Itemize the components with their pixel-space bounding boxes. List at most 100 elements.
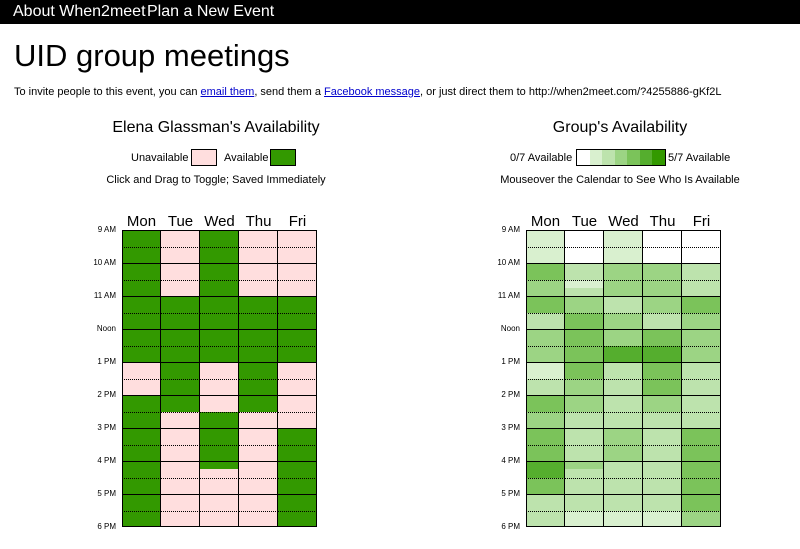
my-time-slot[interactable]	[278, 254, 317, 263]
my-time-slot[interactable]	[122, 395, 161, 404]
group-time-slot[interactable]	[643, 477, 682, 486]
my-time-slot[interactable]	[200, 386, 239, 395]
my-time-slot[interactable]	[239, 362, 278, 371]
group-time-slot[interactable]	[604, 337, 643, 346]
my-time-slot[interactable]	[239, 279, 278, 288]
group-time-slot[interactable]	[604, 502, 643, 511]
my-time-slot[interactable]	[278, 461, 317, 470]
my-time-slot[interactable]	[122, 461, 161, 470]
group-time-slot[interactable]	[643, 395, 682, 404]
my-time-slot[interactable]	[278, 485, 317, 494]
my-time-slot[interactable]	[239, 395, 278, 404]
group-time-slot[interactable]	[643, 287, 682, 296]
my-time-slot[interactable]	[161, 287, 200, 296]
group-time-slot[interactable]	[526, 518, 565, 527]
group-time-slot[interactable]	[643, 444, 682, 453]
group-time-slot[interactable]	[682, 386, 721, 395]
group-time-slot[interactable]	[604, 345, 643, 354]
my-time-slot[interactable]	[278, 353, 317, 362]
group-time-slot[interactable]	[682, 362, 721, 371]
my-time-slot[interactable]	[200, 353, 239, 362]
my-time-slot[interactable]	[122, 337, 161, 346]
group-time-slot[interactable]	[643, 362, 682, 371]
my-time-slot[interactable]	[161, 337, 200, 346]
my-time-slot[interactable]	[239, 271, 278, 280]
group-time-slot[interactable]	[565, 263, 604, 272]
my-time-slot[interactable]	[278, 444, 317, 453]
group-time-slot[interactable]	[682, 510, 721, 519]
my-time-slot[interactable]	[122, 263, 161, 272]
my-time-slot[interactable]	[239, 337, 278, 346]
my-time-slot[interactable]	[122, 477, 161, 486]
group-time-slot[interactable]	[682, 238, 721, 247]
my-time-slot[interactable]	[239, 477, 278, 486]
my-time-slot[interactable]	[200, 329, 239, 338]
my-time-slot[interactable]	[239, 510, 278, 519]
group-time-slot[interactable]	[643, 494, 682, 503]
group-time-slot[interactable]	[604, 419, 643, 428]
my-time-slot[interactable]	[161, 444, 200, 453]
group-time-slot[interactable]	[604, 312, 643, 321]
my-time-slot[interactable]	[278, 395, 317, 404]
my-time-slot[interactable]	[122, 403, 161, 412]
group-time-slot[interactable]	[643, 329, 682, 338]
group-time-slot[interactable]	[643, 279, 682, 288]
my-time-slot[interactable]	[239, 329, 278, 338]
group-time-slot[interactable]	[643, 304, 682, 313]
group-time-slot[interactable]	[526, 337, 565, 346]
my-time-slot[interactable]	[161, 477, 200, 486]
my-time-slot[interactable]	[278, 403, 317, 412]
my-time-slot[interactable]	[200, 428, 239, 437]
group-time-slot[interactable]	[526, 345, 565, 354]
my-time-slot[interactable]	[200, 403, 239, 412]
group-time-slot[interactable]	[604, 436, 643, 445]
my-time-slot[interactable]	[161, 329, 200, 338]
my-time-slot[interactable]	[239, 428, 278, 437]
my-time-slot[interactable]	[239, 518, 278, 527]
my-time-slot[interactable]	[278, 452, 317, 461]
group-time-slot[interactable]	[526, 287, 565, 296]
my-time-slot[interactable]	[239, 502, 278, 511]
my-time-slot[interactable]	[200, 337, 239, 346]
group-time-slot[interactable]	[565, 370, 604, 379]
group-time-slot[interactable]	[604, 230, 643, 239]
group-time-slot[interactable]	[565, 444, 604, 453]
my-time-slot[interactable]	[122, 320, 161, 329]
group-time-slot[interactable]	[526, 246, 565, 255]
group-time-slot[interactable]	[526, 403, 565, 412]
group-time-slot[interactable]	[565, 230, 604, 239]
my-time-slot[interactable]	[278, 477, 317, 486]
group-time-slot[interactable]	[682, 337, 721, 346]
group-time-slot[interactable]	[604, 395, 643, 404]
my-time-slot[interactable]	[161, 436, 200, 445]
my-time-slot[interactable]	[278, 428, 317, 437]
group-time-slot[interactable]	[565, 419, 604, 428]
my-time-slot[interactable]	[200, 271, 239, 280]
my-time-slot[interactable]	[239, 452, 278, 461]
group-time-slot[interactable]	[565, 238, 604, 247]
group-time-slot[interactable]	[604, 263, 643, 272]
group-time-slot[interactable]	[604, 370, 643, 379]
my-time-slot[interactable]	[161, 238, 200, 247]
group-time-slot[interactable]	[565, 337, 604, 346]
my-time-slot[interactable]	[200, 345, 239, 354]
my-time-slot[interactable]	[278, 238, 317, 247]
my-time-slot[interactable]	[200, 296, 239, 305]
my-time-slot[interactable]	[161, 494, 200, 503]
my-time-slot[interactable]	[200, 444, 239, 453]
my-time-slot[interactable]	[239, 304, 278, 313]
group-time-slot[interactable]	[565, 461, 604, 470]
group-time-slot[interactable]	[604, 452, 643, 461]
group-time-slot[interactable]	[526, 254, 565, 263]
group-time-slot[interactable]	[565, 353, 604, 362]
group-time-slot[interactable]	[643, 419, 682, 428]
group-time-slot[interactable]	[682, 320, 721, 329]
my-time-slot[interactable]	[122, 428, 161, 437]
my-time-slot[interactable]	[239, 230, 278, 239]
group-time-slot[interactable]	[565, 411, 604, 420]
group-time-slot[interactable]	[565, 477, 604, 486]
group-time-slot[interactable]	[526, 428, 565, 437]
group-time-slot[interactable]	[565, 246, 604, 255]
my-time-slot[interactable]	[239, 287, 278, 296]
group-time-slot[interactable]	[526, 370, 565, 379]
